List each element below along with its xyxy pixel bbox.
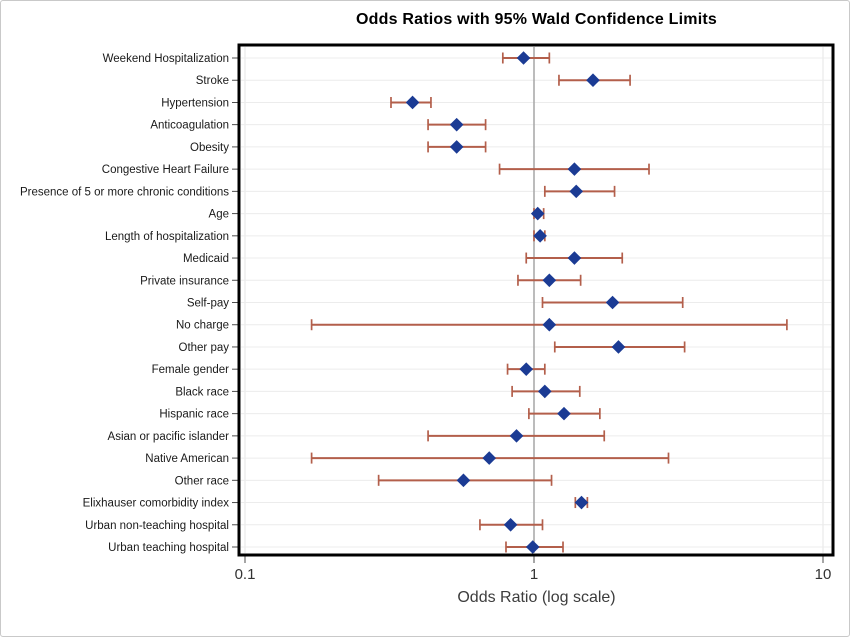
category-label: Elixhauser comorbidity index [83,498,230,510]
category-label: Female gender [152,364,230,376]
odds-ratio-marker [538,384,552,399]
odds-ratio-marker [542,317,557,332]
x-tick-label: 10 [815,566,832,583]
odds-ratio-marker [569,184,584,199]
category-label: Hypertension [161,97,229,109]
odds-ratio-marker [605,295,620,310]
odds-ratio-marker [542,273,557,288]
plot-frame [237,43,835,557]
odds-ratio-marker [516,51,531,65]
odds-ratio-marker [405,95,420,110]
category-label: Hispanic race [159,409,229,421]
odds-ratio-marker [574,495,589,510]
odds-ratio-marker [449,117,464,132]
category-label: Stroke [196,75,229,87]
category-label: Age [209,209,229,221]
category-label: Presence of 5 or more chronic conditions [20,186,229,198]
x-tick-label: 1 [530,566,538,583]
category-label: Obesity [190,142,229,154]
odds-ratio-marker [567,162,582,176]
x-axis-title: Odds Ratio (log scale) [457,589,616,606]
odds-ratio-marker [611,340,626,354]
odds-ratio-marker [530,206,545,221]
category-label: Anticoagulation [150,120,229,132]
category-label: Medicaid [183,253,229,265]
category-label: Self-pay [187,298,229,310]
category-label: Black race [175,386,229,398]
odds-ratio-marker [525,540,540,554]
category-label: Native American [145,453,229,465]
category-label: No charge [176,320,229,332]
category-label: Private insurance [140,275,229,287]
x-tick-label: 0.1 [235,566,256,583]
category-label: Urban non-teaching hospital [85,520,229,532]
odds-ratio-marker [449,140,464,154]
odds-ratio-marker [519,362,534,376]
category-label: Urban teaching hospital [108,542,229,554]
odds-ratio-marker [456,473,471,488]
odds-ratio-marker [503,517,518,532]
category-label: Weekend Hospitalization [103,53,229,65]
odds-ratio-marker [533,229,547,243]
odds-ratio-marker [567,251,582,265]
category-label: Asian or pacific islander [108,431,230,443]
odds-ratio-marker [509,429,524,443]
odds-ratio-marker [482,451,497,465]
chart-title: Odds Ratios with 95% Wald Confidence Lim… [356,11,717,28]
category-label: Other pay [179,342,230,354]
category-label: Other race [175,475,229,487]
category-label: Length of hospitalization [105,231,229,243]
category-label: Congestive Heart Failure [102,164,229,176]
odds-ratio-marker [586,73,600,88]
odds-ratio-marker [557,406,571,421]
